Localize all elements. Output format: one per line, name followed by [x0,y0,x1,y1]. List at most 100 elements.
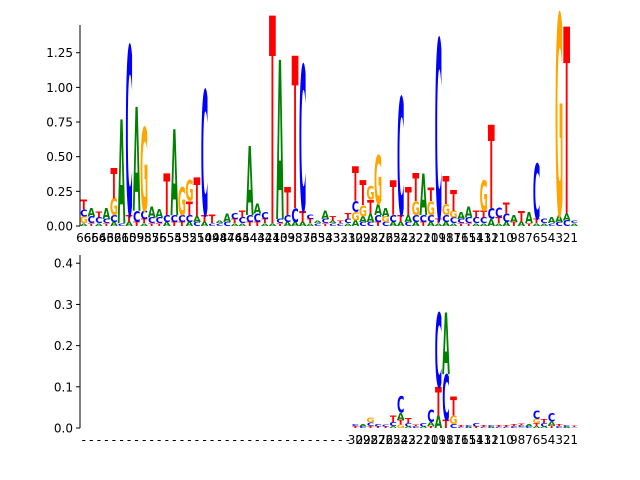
logo-letter-T: T [556,423,564,427]
logo-letter-T: T [412,165,419,210]
logo-letter-T: T [541,417,548,424]
logo-letter-T: T [435,218,442,225]
logo-letter-C: C [208,222,216,227]
x-tick-label: - [300,433,304,447]
logo-letter-C: C [555,220,562,227]
x-tick-label: 37 [295,231,310,245]
logo-letter-C: C [488,425,495,428]
logo-letter-T: T [141,218,148,225]
logo-letter-T: T [111,161,118,209]
x-tick-label: 17 [446,231,461,245]
logo-letter-C: C [88,215,95,226]
logo-letter-T: T [495,217,502,226]
logo-letter-A: A [555,214,563,225]
logo-letter-A: A [223,211,231,225]
x-tick-label: 5 [540,231,548,245]
logo-letter-C: C [480,217,487,226]
x-tick-label: 64 [91,231,106,245]
logo-letter-G: G [366,417,374,425]
logo-letter-C: C [216,222,224,227]
x-tick-label: 63 [99,231,114,245]
logo-letter-A: A [389,220,398,227]
logo-letter-A: A [276,18,284,271]
x-tick-label: - [82,433,86,447]
logo-letter-C: C [503,426,510,428]
logo-letter-C: C [442,364,449,435]
x-tick-label: - [270,433,274,447]
logo-letter-G: G [480,174,488,222]
x-tick-label: 2 [563,231,571,245]
x-tick-label: 3 [555,433,563,447]
logo-letter-C: C [322,218,329,225]
x-tick-label: 23 [401,433,416,447]
logo-letter-A: A [201,220,210,227]
x-tick-label: 35 [310,231,325,245]
y-tick-label: 0.2 [54,339,73,353]
x-tick-label: - [104,433,108,447]
logo-letter-C: C [201,57,208,256]
y-tick-label: 0.75 [46,116,73,130]
logo-letter-A: A [502,220,511,227]
y-tick-label: 0.1 [54,380,73,394]
logo-letter-T: T [88,222,96,227]
x-tick-label: 49 [204,231,219,245]
x-tick-label: 34 [318,231,333,245]
logo-letter-T: T [518,209,525,227]
logo-letter-C: C [314,222,322,227]
logo-letter-C: C [412,426,419,429]
x-tick-label: 44 [242,231,257,245]
logo-letter-A: A [261,222,269,227]
logo-letter-A: A [457,211,465,222]
logo-letter-T: T [450,185,457,218]
logo-letter-A: A [510,214,518,225]
x-tick-label: - [180,433,184,447]
logo-letter-C: C [171,214,178,225]
logo-letter-A: A [140,222,148,227]
x-tick-label: - [346,433,350,447]
x-tick-label: 18 [438,231,453,245]
logo-letter-T: T [269,0,276,291]
logo-letter-T: T [518,423,525,426]
x-tick-label: 30 [348,433,363,447]
logo-letter-C: C [148,217,155,226]
x-tick-label: 8 [518,231,526,245]
logo-letter-G: G [110,195,118,221]
x-tick-label: 57 [144,231,159,245]
logo-letter-A: A [389,425,397,428]
logo-letter-T: T [80,197,87,213]
logo-letter-C: C [412,214,419,225]
logo-letter-A: A [487,218,495,229]
y-tick-label: 0.4 [54,257,73,271]
x-tick-label: 58 [136,231,151,245]
logo-letter-C: C [103,218,110,225]
x-tick-label: 16 [453,231,468,245]
logo-letter-T: T [427,184,434,207]
logo-letter-G: G [449,210,457,221]
y-tick-label: 1.25 [46,46,73,60]
logo-letter-T: T [473,210,480,221]
logo-letter-A: A [427,220,436,227]
logo-letter-C: C [465,217,472,226]
logo-letter-C: C [397,65,404,253]
logo-letter-T: T [480,424,487,427]
x-tick-label: 26 [378,231,393,245]
x-tick-label: 25 [385,433,400,447]
x-tick-label: 30 [348,231,363,245]
x-tick-label: 12 [484,231,499,245]
x-tick-label: - [134,433,138,447]
x-tick-label: - [97,433,101,447]
logo-letter-G: G [555,0,563,280]
x-tick-label: 61 [114,231,129,245]
x-tick-label: 16 [453,433,468,447]
logo-letter-A: A [246,126,254,237]
logo-letter-G: G [359,203,367,221]
logo-letter-T: T [126,214,133,225]
x-tick-label: - [195,433,199,447]
logo-letter-A: A [95,222,103,227]
x-tick-label: - [308,433,312,447]
logo-letter-A: A [118,91,126,257]
logo-letter-C: C [178,214,185,225]
logo-letter-C: C [472,217,479,226]
logo-letter-C: C [533,408,540,422]
